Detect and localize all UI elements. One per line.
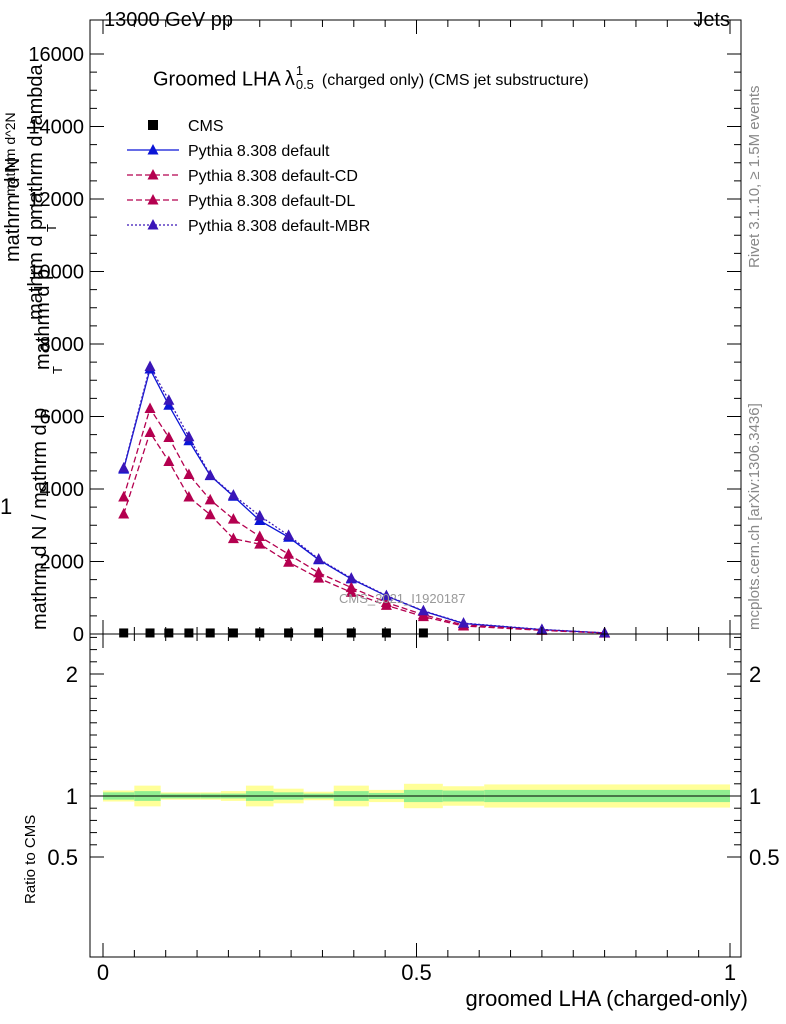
y-tick-label: 4000 [40,479,85,501]
plot-title: Groomed LHA λ 1 0.5 (charged only) (CMS jet … [153,63,589,94]
series-point-2 [227,513,239,524]
series-point-2 [183,468,195,479]
legend-label-0: CMS [188,118,224,135]
data-point-cms [346,628,356,638]
series-point-2 [204,493,216,505]
data-point-cms [228,628,238,638]
data-point-cms [164,628,174,638]
data-point-cms [205,628,215,638]
ylabel-prefix: 1 [0,494,13,519]
title-superscript: 1 [295,63,304,78]
ratio-tick-label-right: 0.5 [749,845,780,870]
axis-ticks: 2000 4000 6000 8000 10000 12000 14000 16000 0 0.5… [28,20,780,985]
series-point-4 [283,529,295,540]
y-tick-label: 0 [73,624,84,646]
legend-marker-2 [147,169,159,180]
rivet-version-label: Rivet 3.1.10, ≥ 1.5M events [746,85,763,269]
main-plot-frame [89,19,742,635]
series-point-2 [254,530,266,541]
series-point-3 [227,532,239,544]
legend-label-1: Pythia 8.308 default [188,143,330,160]
series-point-2 [313,566,325,578]
series-point-3 [254,538,266,549]
plot-frames [89,19,742,958]
ylabel-line-1: mathrm d N / mathrm d p [29,407,51,630]
xlabel: groomed LHA (charged-only) [465,986,748,1011]
series-point-3 [118,508,130,519]
series-point-4 [163,394,175,405]
series-point-4 [227,489,239,500]
data-point-cms [145,628,155,638]
header-category: Jets [693,9,730,31]
series-point-4 [144,360,156,371]
series-point-3 [204,508,216,520]
series-point-3 [380,599,392,610]
series-point-2 [118,490,130,502]
analysis-watermark: CMS_2021_I1920187 [339,591,466,606]
ratio-uncertainty-bands [103,783,730,809]
ylabel-line-5: mathrm d p [25,218,47,320]
legend: CMS Pythia 8.308 default Pythia 8.308 defa… [127,118,370,235]
series-point-3 [417,610,429,622]
data-point-cms [418,628,428,638]
ratio-tick-label-left: 2 [66,662,78,687]
data-point-cms [381,628,391,638]
legend-marker-cms [148,120,158,130]
y-tick-label: 14000 [28,117,84,139]
series-point-4 [204,469,216,480]
legend-marker-3 [147,194,159,205]
series-point-4 [417,604,429,616]
y-tick-label: 2000 [40,552,85,574]
series-point-2 [163,431,175,443]
series-point-3 [163,455,175,466]
legend-label-4: Pythia 8.308 default-MBR [188,218,370,235]
title-rest: (charged only) (CMS jet substructure) [321,72,589,90]
series-point-4 [313,552,325,564]
x-tick-label: 0.5 [401,960,432,985]
legend-label-2: Pythia 8.308 default-CD [188,168,358,185]
ylabel-line-6: mathrm d^2N [2,112,18,196]
data-point-cms [284,628,294,638]
ratio-tick-label-right: 2 [749,662,761,687]
title-main: Groomed LHA [153,68,281,91]
ylabel-subscript-2: T [50,366,65,374]
y-tick-label: 6000 [40,407,85,429]
data-point-cms [184,628,194,638]
y-tick-label: 8000 [40,334,85,356]
x-tick-label: 0 [97,960,109,985]
x-tick-label: 1 [724,960,736,985]
series-point-4 [458,617,470,628]
ratio-tick-label-left: 1 [66,784,78,809]
series-point-4 [345,572,357,583]
legend-label-3: Pythia 8.308 default-DL [188,193,355,210]
title-subscript: 0.5 [295,77,314,92]
y-tick-label: 12000 [28,189,84,211]
ylabel-subscript-1: T [44,224,59,232]
series-point-3 [144,426,156,437]
ylabel-line-4: mathrm d lambda [25,64,47,220]
data-point-cms [314,628,324,638]
series-point-3 [313,572,325,583]
series-point-4 [118,461,130,473]
series-point-4 [183,430,195,442]
legend-marker-1 [147,144,159,155]
data-point-cms [119,628,129,638]
ratio-tick-label-left: 0.5 [47,845,78,870]
series-point-2 [144,402,156,414]
header-energy: 13000 GeV pp [104,9,233,31]
ylabel-ratio: Ratio to CMS [22,814,39,904]
series-point-2 [283,548,295,559]
ratio-tick-label-right: 1 [749,784,761,809]
series-point-4 [380,589,392,601]
y-tick-label: 16000 [28,44,84,66]
series-point-3 [283,556,295,567]
title-symbol: λ [284,68,295,91]
y-tick-label: 10000 [28,262,84,284]
series-point-4 [254,509,266,521]
mcplots-source-label: mcplots.cern.ch [arXiv:1306.3436] [746,403,763,630]
series-point-3 [345,586,357,597]
legend-marker-4 [147,219,159,230]
series-point-3 [183,490,195,502]
